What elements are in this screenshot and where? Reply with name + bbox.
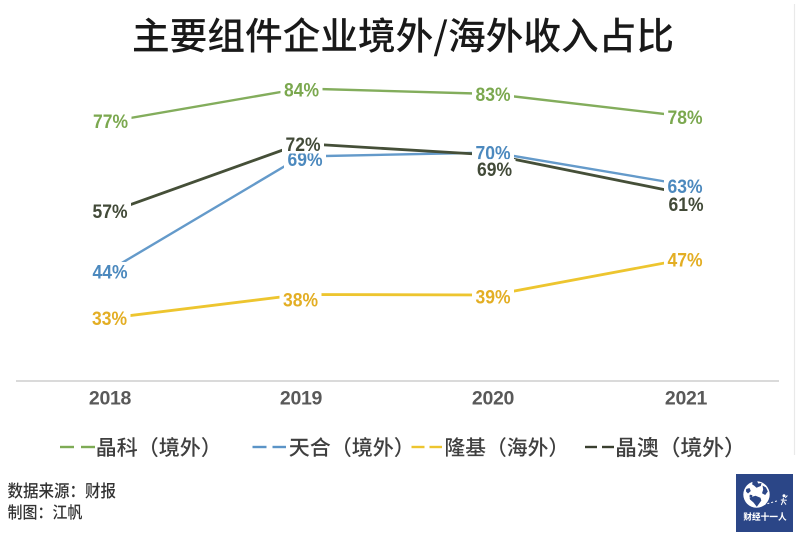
svg-text:69%: 69%: [477, 159, 512, 181]
svg-text:47%: 47%: [668, 250, 703, 272]
svg-text:77%: 77%: [93, 111, 128, 133]
svg-text:33%: 33%: [92, 308, 127, 330]
svg-text:69%: 69%: [288, 149, 323, 171]
svg-text:38%: 38%: [283, 290, 318, 312]
svg-text:2020: 2020: [472, 388, 515, 410]
svg-text:2019: 2019: [280, 388, 323, 410]
svg-text:84%: 84%: [284, 80, 319, 102]
svg-text:39%: 39%: [476, 287, 511, 309]
svg-text:2018: 2018: [89, 388, 132, 410]
svg-text:2021: 2021: [665, 388, 708, 410]
svg-text:72%: 72%: [286, 134, 321, 156]
svg-text:57%: 57%: [93, 201, 128, 223]
svg-text:83%: 83%: [476, 84, 511, 106]
svg-text:78%: 78%: [668, 107, 703, 129]
svg-text:61%: 61%: [669, 194, 704, 216]
svg-text:44%: 44%: [93, 262, 128, 284]
svg-text:63%: 63%: [668, 176, 703, 198]
